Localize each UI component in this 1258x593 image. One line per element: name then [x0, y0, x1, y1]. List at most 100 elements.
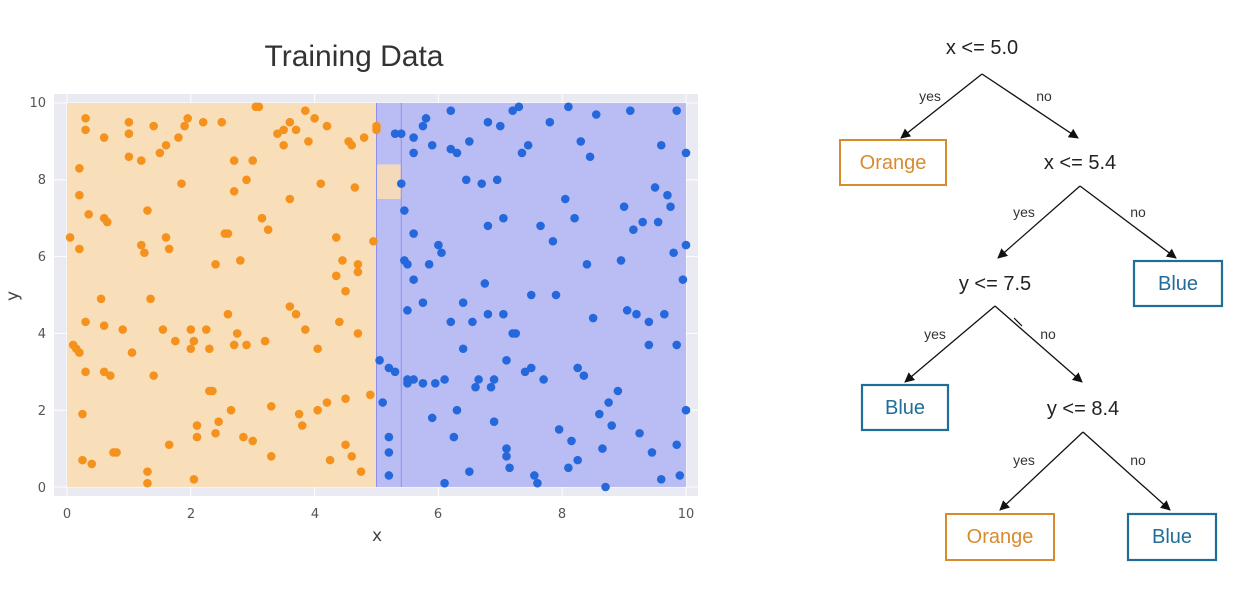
data-point [65, 233, 75, 242]
data-point [304, 137, 313, 146]
data-point [588, 313, 598, 323]
data-point [598, 444, 607, 453]
data-point [350, 183, 360, 192]
data-point [499, 309, 508, 319]
data-point [502, 355, 511, 365]
y-tick-label: 10 [29, 96, 46, 111]
region-orange [67, 103, 377, 487]
data-point [403, 306, 412, 315]
data-points [65, 102, 691, 492]
data-point [672, 106, 682, 115]
data-point [325, 455, 335, 465]
data-point [660, 309, 669, 319]
data-point [248, 436, 257, 446]
data-point [223, 309, 233, 319]
data-point [384, 448, 394, 457]
data-point [260, 336, 270, 346]
x-tick-labels: 0 2 4 6 8 10 [63, 507, 694, 522]
data-point [192, 421, 202, 430]
data-point [341, 440, 350, 450]
data-point [186, 325, 196, 334]
data-point [99, 367, 109, 377]
data-point [143, 478, 152, 488]
data-point [452, 405, 462, 415]
data-point [465, 467, 474, 476]
edge-arrow [997, 185, 1081, 259]
data-point [579, 371, 589, 380]
data-point [644, 317, 654, 327]
x-tick-label: 10 [678, 507, 695, 522]
data-point [313, 344, 322, 354]
data-point [353, 267, 363, 277]
data-point [183, 114, 193, 123]
data-point [84, 210, 93, 219]
data-point [390, 367, 400, 377]
edge-label-yes: yes [1013, 204, 1035, 220]
data-point [449, 432, 459, 442]
region-orange [376, 164, 402, 199]
data-point [390, 129, 400, 139]
y-axis-label: y [3, 291, 23, 301]
data-point [201, 325, 211, 334]
data-point [638, 217, 647, 227]
data-point [353, 329, 363, 338]
leaf-label-blue: Blue [1152, 526, 1192, 548]
edge-label-yes: yes [919, 88, 941, 104]
data-point [585, 152, 595, 162]
y-tick-label: 8 [38, 173, 46, 188]
data-point [622, 306, 632, 315]
data-point [573, 363, 582, 373]
data-point [331, 271, 341, 281]
data-point [75, 348, 84, 357]
data-point [486, 382, 496, 392]
data-point [427, 413, 437, 423]
data-point [99, 133, 109, 142]
data-point [316, 179, 326, 188]
data-point [254, 102, 264, 112]
data-point [663, 190, 672, 200]
data-point [124, 129, 134, 139]
data-point [427, 140, 437, 150]
data-point [672, 440, 682, 450]
data-point [409, 375, 418, 384]
data-point [279, 125, 288, 135]
data-point [409, 229, 418, 238]
data-point [656, 475, 666, 484]
data-point [567, 436, 576, 446]
data-point [78, 409, 87, 419]
data-point [396, 179, 406, 188]
data-point [301, 325, 310, 334]
edge-arrow [999, 431, 1084, 511]
data-point [523, 140, 533, 150]
data-point [279, 140, 288, 150]
decision-tree: x <= 5.0 yes no Orange x <= 5.4 yes no B… [839, 37, 1224, 562]
data-point [359, 133, 369, 142]
data-point [149, 121, 158, 131]
data-point [520, 367, 530, 377]
data-point [403, 259, 412, 269]
data-point [653, 217, 663, 227]
data-point [322, 121, 332, 131]
data-point [545, 117, 555, 127]
data-point [564, 102, 573, 112]
data-point [502, 444, 511, 453]
chart-title: Training Data [265, 40, 444, 73]
data-point [418, 121, 428, 131]
data-point [136, 240, 146, 250]
data-point [248, 156, 257, 165]
data-point [635, 428, 644, 438]
edge-label-no: no [1036, 88, 1052, 104]
y-tick-label: 0 [38, 481, 46, 496]
data-point [257, 213, 267, 223]
data-point [681, 405, 691, 415]
data-point [409, 148, 418, 158]
data-point [313, 405, 322, 415]
data-point [236, 256, 245, 265]
x-tick-label: 2 [187, 507, 195, 522]
data-point [601, 482, 610, 492]
data-point [446, 106, 456, 115]
data-point [551, 290, 561, 300]
data-point [619, 202, 629, 211]
data-point [424, 259, 434, 269]
